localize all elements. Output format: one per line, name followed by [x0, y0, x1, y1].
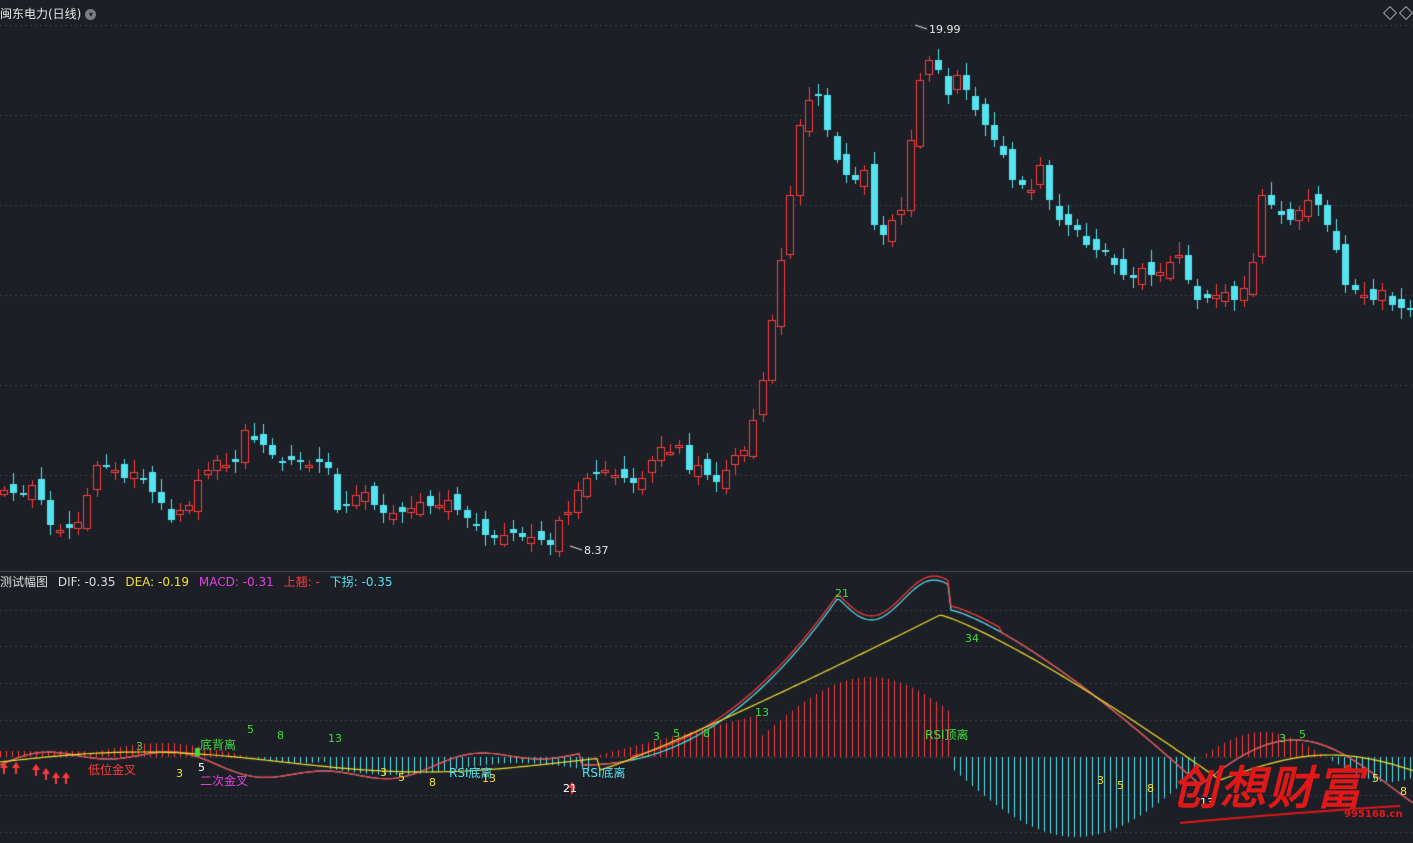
count-label: 3 [653, 730, 660, 743]
count-label: 5 [198, 761, 205, 774]
signal-low-golden-cross: 低位金叉 [88, 763, 137, 777]
macd-value: MACD: -0.31 [198, 575, 274, 589]
signal-second-golden-cross: 二次金叉 [200, 774, 249, 788]
chart-title[interactable]: 闽东电力(日线) ▾ [0, 5, 97, 22]
count-label: 5 [1299, 728, 1306, 741]
count-label: 13 [755, 706, 769, 719]
count-label: 34 [965, 632, 979, 645]
count-label: 3 [176, 767, 183, 780]
count-label: 8 [1400, 785, 1407, 798]
count-label: 21 [835, 587, 849, 600]
dif-value: DIF: -0.35 [57, 575, 116, 589]
count-label: 8 [277, 729, 284, 742]
count-label: 5 [247, 723, 254, 736]
count-label: 3 [136, 740, 143, 753]
count-label: 5 [1117, 779, 1124, 792]
count-label: 13 [1200, 796, 1214, 809]
indicator-name[interactable]: 测试幅图 [0, 575, 49, 589]
dea-value: DEA: -0.19 [125, 575, 190, 589]
price-low-label: 8.37 [584, 544, 609, 557]
up-value: 上翘: - [283, 575, 320, 589]
count-label: 13 [482, 772, 496, 785]
watermark-logo: 创想财富 [1172, 761, 1364, 815]
price-high-label: 19.99 [929, 23, 961, 36]
count-label: 5 [398, 771, 405, 784]
count-label: 21 [563, 782, 577, 795]
count-label: 8 [429, 776, 436, 789]
count-label: 3 [380, 766, 387, 779]
signal-bottom-divergence: 底背离 [200, 738, 237, 752]
signal-rsi-bottom-div: RSI底离 [449, 766, 493, 780]
count-label: 8 [1147, 782, 1154, 795]
count-label: 3 [1097, 774, 1104, 787]
down-value: 下拐: -0.35 [329, 575, 393, 589]
count-label: 3 [1279, 732, 1286, 745]
count-label: 5 [673, 727, 680, 740]
stock-title: 闽东电力(日线) [0, 7, 82, 21]
signal-rsi-top-div: RSI顶离 [925, 728, 969, 742]
signal-rsi-bottom-div: RSI底离 [582, 766, 626, 780]
count-label: 5 [1372, 772, 1379, 785]
chevron-down-icon[interactable]: ▾ [85, 9, 97, 20]
count-label: 8 [703, 727, 710, 740]
count-label: 13 [328, 732, 342, 745]
indicator-header: 测试幅图 DIF: -0.35 DEA: -0.19 MACD: -0.31 上… [0, 573, 399, 590]
watermark-url: 995168.cn [1344, 809, 1403, 820]
